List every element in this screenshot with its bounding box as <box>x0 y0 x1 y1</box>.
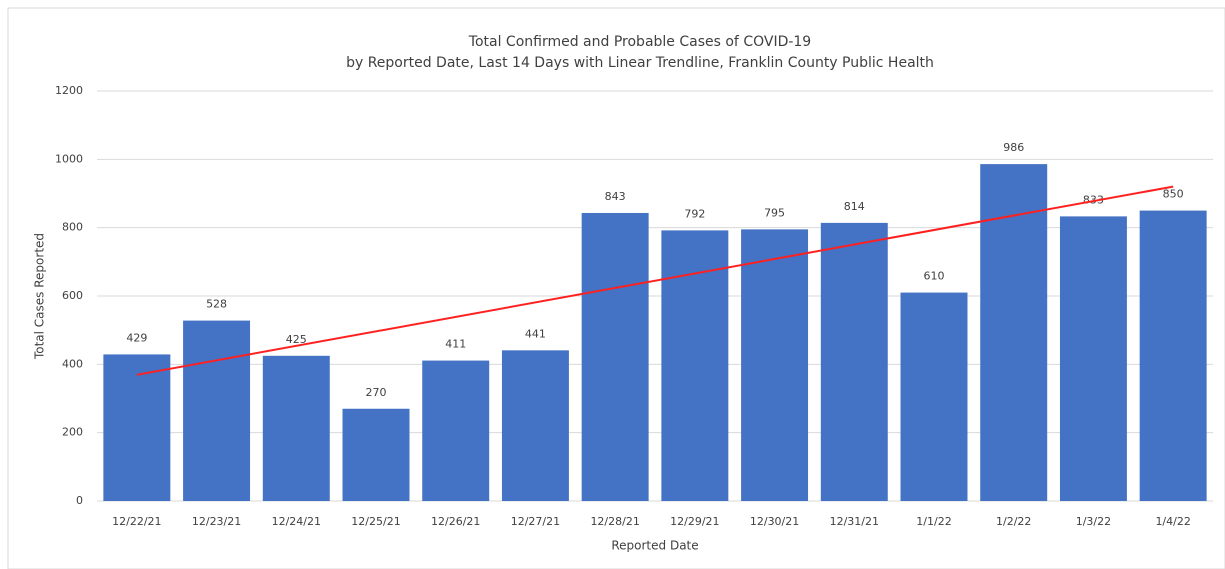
x-tick-label: 12/30/21 <box>750 515 799 528</box>
bar <box>501 350 569 501</box>
trendline <box>136 185 1174 376</box>
bar <box>1059 216 1127 501</box>
bar <box>820 222 888 501</box>
y-tick-label: 0 <box>76 494 83 507</box>
bar <box>900 292 968 501</box>
data-label: 986 <box>1003 141 1024 154</box>
bar <box>1139 210 1207 502</box>
data-label: 528 <box>206 298 227 311</box>
y-tick-label: 600 <box>62 289 83 302</box>
x-tick-label: 12/25/21 <box>351 515 400 528</box>
x-tick-label: 12/28/21 <box>590 515 639 528</box>
y-tick-label: 800 <box>62 221 83 234</box>
x-tick-label: 12/24/21 <box>272 515 321 528</box>
data-label: 814 <box>844 200 865 213</box>
chart-title: Total Confirmed and Probable Cases of CO… <box>468 34 811 50</box>
bar <box>342 408 410 501</box>
y-tick-label: 200 <box>62 426 83 439</box>
y-tick-label: 1000 <box>55 152 83 165</box>
bar <box>103 354 171 501</box>
y-tick-label: 1200 <box>55 84 83 97</box>
y-tick-label: 400 <box>62 357 83 370</box>
data-label: 850 <box>1163 188 1184 201</box>
data-label: 270 <box>366 386 387 399</box>
x-tick-label: 12/23/21 <box>192 515 241 528</box>
data-label: 833 <box>1083 193 1104 206</box>
data-label: 843 <box>605 190 626 203</box>
x-tick-label: 12/26/21 <box>431 515 480 528</box>
x-tick-label: 12/27/21 <box>511 515 560 528</box>
x-tick-label: 12/29/21 <box>670 515 719 528</box>
data-label: 441 <box>525 327 546 340</box>
y-axis-title: Total Cases Reported <box>33 233 47 360</box>
x-tick-label: 1/4/22 <box>1155 515 1190 528</box>
data-label: 429 <box>126 331 147 344</box>
data-label: 425 <box>286 333 307 346</box>
data-label: 411 <box>445 338 466 351</box>
x-tick-label: 1/1/22 <box>916 515 951 528</box>
data-label: 792 <box>684 207 705 220</box>
data-label: 795 <box>764 206 785 219</box>
bar <box>741 229 809 501</box>
x-tick-label: 1/2/22 <box>996 515 1031 528</box>
x-tick-label: 12/31/21 <box>830 515 879 528</box>
x-tick-label: 12/22/21 <box>112 515 161 528</box>
chart-subtitle: by Reported Date, Last 14 Days with Line… <box>346 55 934 71</box>
bar <box>422 360 490 501</box>
data-label: 610 <box>924 270 945 283</box>
bar <box>262 355 330 501</box>
bar <box>581 212 649 501</box>
x-tick-label: 1/3/22 <box>1076 515 1111 528</box>
bar <box>661 230 729 501</box>
bar <box>183 320 251 501</box>
x-axis-title: Reported Date <box>611 539 698 553</box>
